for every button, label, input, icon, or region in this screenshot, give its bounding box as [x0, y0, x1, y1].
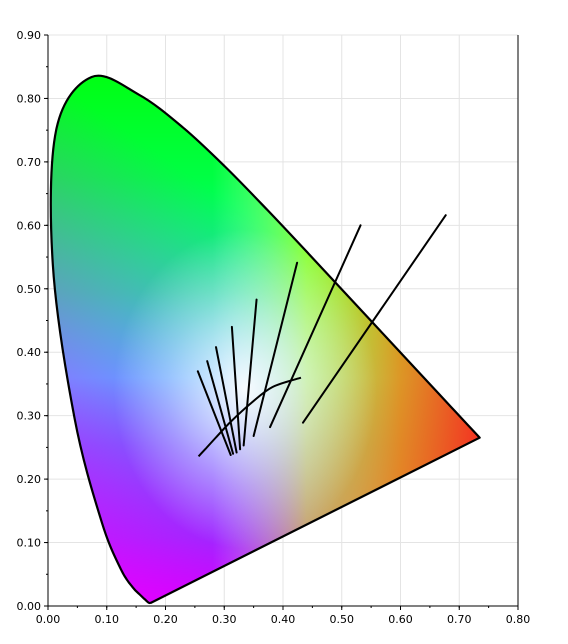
y-tick-label: 0.70	[17, 156, 42, 169]
isotherm-line	[215, 346, 238, 454]
y-tick-label: 0.10	[17, 537, 42, 550]
isotherm-line	[269, 224, 362, 429]
y-tick-label: 0.90	[17, 29, 42, 42]
tick-labels: 0.00 0.10 0.20 0.30 0.40 0.50 0.60 0.70 0.80 0.00…	[17, 29, 531, 626]
isotherm-line	[230, 325, 242, 451]
x-tick-label: 0.10	[95, 613, 120, 626]
x-tick-label: 0.30	[212, 613, 237, 626]
y-tick-label: 0.30	[17, 410, 42, 423]
axes	[44, 34, 519, 610]
x-tick-label: 0.80	[506, 613, 531, 626]
y-tick-label: 0.00	[17, 600, 42, 613]
y-tick-label: 0.20	[17, 473, 42, 486]
x-tick-label: 0.00	[36, 613, 61, 626]
series	[49, 74, 481, 605]
isotherm-line	[206, 360, 235, 455]
y-tick-label: 0.80	[17, 92, 42, 105]
x-tick-label: 0.60	[388, 613, 413, 626]
isotherm-line	[301, 214, 447, 424]
isotherm-line	[252, 261, 299, 437]
x-tick-label: 0.40	[271, 613, 296, 626]
y-tick-label: 0.50	[17, 283, 42, 296]
spectral-locus-line	[49, 74, 481, 605]
x-tick-label: 0.70	[447, 613, 472, 626]
y-tick-label: 0.40	[17, 346, 42, 359]
x-tick-label: 0.20	[153, 613, 178, 626]
isotherm-line	[242, 298, 258, 447]
isotherm-line	[196, 370, 232, 457]
x-tick-label: 0.50	[330, 613, 355, 626]
y-tick-label: 0.60	[17, 219, 42, 232]
